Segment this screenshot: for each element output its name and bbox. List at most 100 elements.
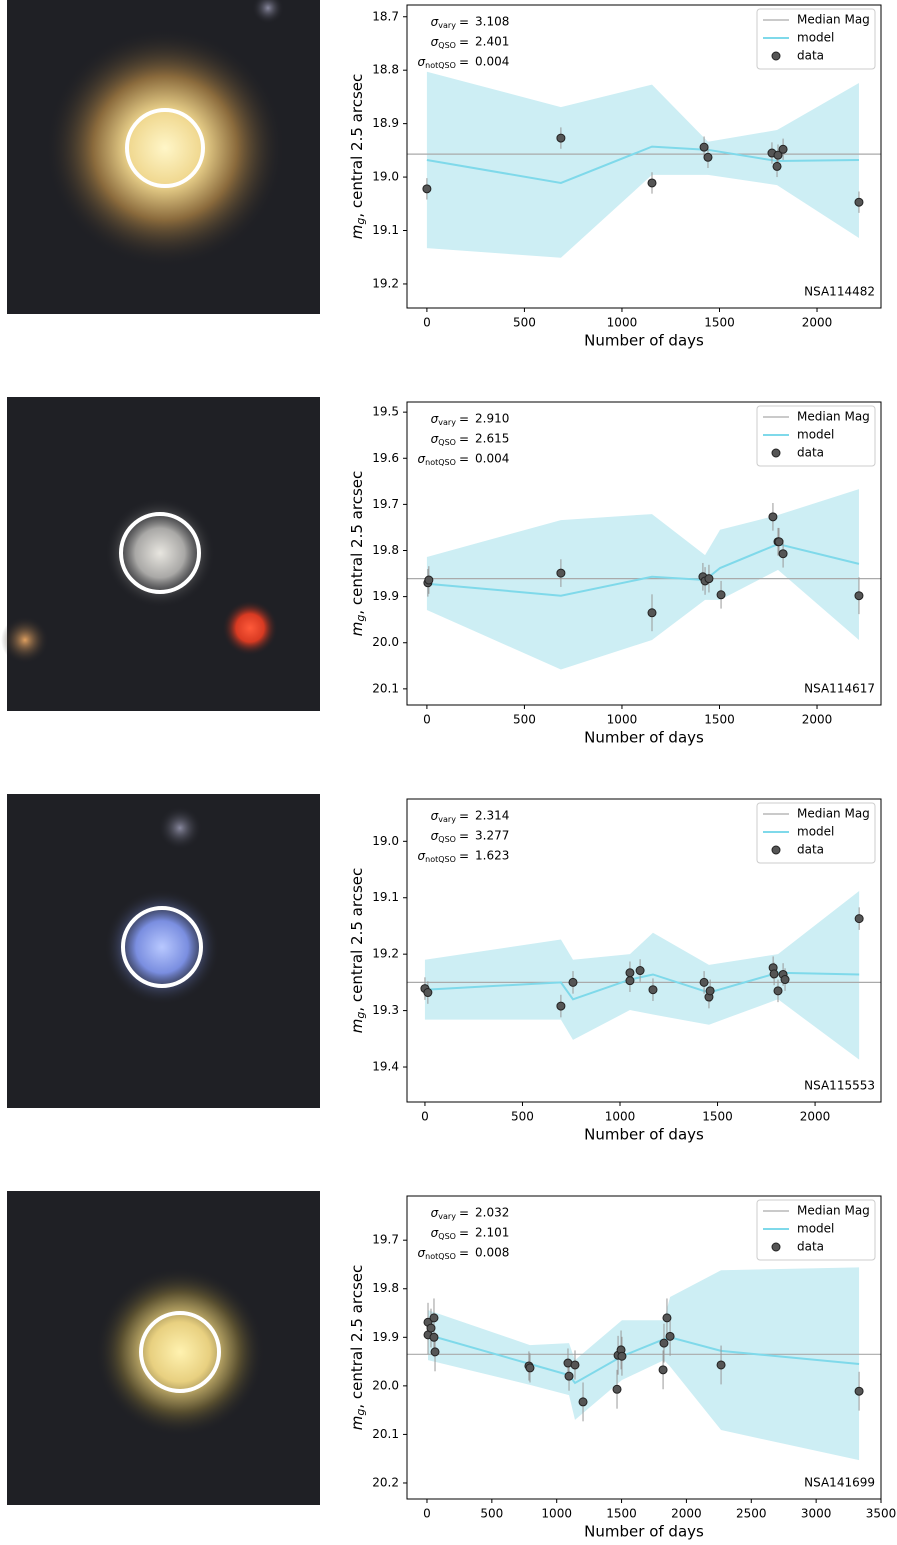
stat-relation: = <box>459 35 469 49</box>
data-point <box>579 1398 587 1406</box>
stat-label: σnotQSO= <box>418 55 469 70</box>
stat-relation: = <box>459 1206 469 1220</box>
y-tick-label: 19.9 <box>372 1330 399 1344</box>
x-axis-label: Number of days <box>584 1523 704 1541</box>
data-point <box>618 1352 626 1360</box>
data-point <box>769 513 777 521</box>
y-axis-text: , central 2.5 arcsec <box>348 868 366 1012</box>
y-tick-label: 19.8 <box>372 1281 399 1295</box>
stat-sub: notQSO <box>425 458 456 467</box>
object-name: NSA114482 <box>804 285 875 299</box>
data-point <box>773 162 781 170</box>
data-point <box>430 1333 438 1341</box>
legend-label: Median Mag <box>797 410 870 424</box>
x-tick-label: 1000 <box>605 1110 636 1124</box>
x-tick-label: 3000 <box>801 1507 832 1521</box>
x-tick-label: 1000 <box>607 713 638 727</box>
object-name: NSA114617 <box>804 682 875 696</box>
legend-label: Median Mag <box>797 807 870 821</box>
y-tick-label: 19.0 <box>372 834 399 848</box>
cutout-image <box>7 1191 320 1505</box>
data-point <box>424 989 432 997</box>
model-band <box>428 1267 859 1460</box>
stat-label: σQSO= <box>431 432 469 447</box>
stat-sub: notQSO <box>425 1252 456 1261</box>
data-point <box>663 1314 671 1322</box>
data-point <box>526 1364 534 1372</box>
y-tick-label: 19.6 <box>372 451 399 465</box>
stat-sub: vary <box>438 21 456 30</box>
stat-value: 2.101 <box>475 1226 509 1240</box>
data-point <box>770 970 778 978</box>
data-point <box>427 1324 435 1332</box>
x-axis-label: Number of days <box>584 1126 704 1144</box>
data-point <box>660 1339 668 1347</box>
legend-label: data <box>797 843 824 857</box>
stat-sub: notQSO <box>425 855 456 864</box>
stat-relation: = <box>459 15 469 29</box>
data-point <box>626 969 634 977</box>
stat-label: σvary= <box>431 1206 469 1221</box>
x-tick-label: 2000 <box>671 1507 702 1521</box>
stat-value: 1.623 <box>475 849 509 863</box>
stat-label: σQSO= <box>431 1226 469 1241</box>
y-axis-symbol: m <box>348 1019 366 1034</box>
legend-label: data <box>797 49 824 63</box>
data-point <box>717 1361 725 1369</box>
y-tick-label: 19.1 <box>372 890 399 904</box>
data-point <box>613 1385 621 1393</box>
stat-value: 2.615 <box>475 432 509 446</box>
cutout-image <box>7 794 320 1108</box>
stat-label: σvary= <box>431 809 469 824</box>
legend-label: data <box>797 1240 824 1254</box>
stat-sub: vary <box>438 1212 456 1221</box>
stat-relation: = <box>459 1246 469 1260</box>
y-tick-label: 19.7 <box>372 1233 399 1247</box>
stat-label: σvary= <box>431 412 469 427</box>
data-point <box>569 978 577 986</box>
legend-swatch <box>772 846 780 854</box>
x-tick-label: 0 <box>423 316 431 330</box>
y-tick-label: 20.0 <box>372 1378 399 1392</box>
data-point <box>648 609 656 617</box>
y-axis-symbol: m <box>348 622 366 637</box>
data-point <box>781 976 789 984</box>
stat-relation: = <box>459 829 469 843</box>
x-tick-label: 500 <box>513 316 536 330</box>
x-axis-label: Number of days <box>584 729 704 747</box>
stat-value: 0.004 <box>475 452 509 466</box>
y-axis-label: mg, central 2.5 arcsec <box>348 471 368 637</box>
x-tick-label: 2500 <box>736 1507 767 1521</box>
cutout-image <box>7 0 320 314</box>
legend-swatch <box>772 449 780 457</box>
data-point <box>565 1372 573 1380</box>
y-tick-label: 20.0 <box>372 635 399 649</box>
legend-label: Median Mag <box>797 13 870 27</box>
model-band <box>427 72 859 258</box>
x-axis-label: Number of days <box>584 332 704 350</box>
x-tick-label: 1000 <box>541 1507 572 1521</box>
y-tick-label: 19.0 <box>372 170 399 184</box>
legend-label: model <box>797 1222 834 1236</box>
stat-label: σnotQSO= <box>418 452 469 467</box>
y-tick-label: 20.1 <box>372 681 399 695</box>
y-tick-label: 18.7 <box>372 9 399 23</box>
legend-label: Median Mag <box>797 1204 870 1218</box>
y-axis-text: , central 2.5 arcsec <box>348 471 366 615</box>
stat-sub: QSO <box>438 835 456 844</box>
data-point <box>855 915 863 923</box>
data-point <box>557 1002 565 1010</box>
legend-label: model <box>797 31 834 45</box>
data-point <box>636 967 644 975</box>
y-tick-label: 19.2 <box>372 276 399 290</box>
stat-label: σQSO= <box>431 35 469 50</box>
data-point <box>855 1387 863 1395</box>
data-point <box>430 1314 438 1322</box>
cutout-image <box>1 397 320 711</box>
data-point <box>775 538 783 546</box>
x-tick-label: 0 <box>421 1110 429 1124</box>
object-name: NSA141699 <box>804 1476 875 1490</box>
data-point <box>626 977 634 985</box>
data-point <box>855 198 863 206</box>
data-point <box>557 569 565 577</box>
